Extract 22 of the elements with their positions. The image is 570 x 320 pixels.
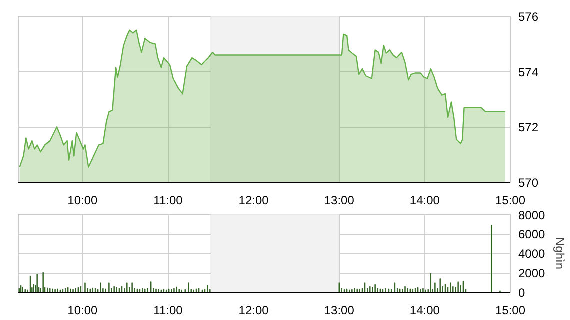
x-tick-label: 13:00 (324, 194, 355, 208)
x-tick-label: 14:00 (410, 304, 440, 318)
y-tick-label: 570 (518, 176, 539, 190)
x-tick-label: 15:00 (495, 194, 526, 208)
y-axis-title: Nghìn (553, 237, 568, 270)
y-tick-label: 0 (518, 286, 526, 300)
x-tick-label: 12:00 (238, 304, 270, 318)
x-tick-label: 10:00 (68, 194, 98, 208)
x-tick-label: 11:00 (154, 304, 184, 318)
x-tick-label: 14:00 (410, 194, 440, 208)
y-tick-label: 576 (518, 10, 539, 24)
y-tick-label: 4000 (518, 247, 546, 261)
y-tick-label: 6000 (518, 228, 546, 242)
y-tick-label: 2000 (518, 266, 546, 280)
x-tick-label: 13:00 (324, 304, 355, 318)
x-tick-label: 12:00 (238, 194, 270, 208)
x-tick-label: 10:00 (68, 304, 98, 318)
y-tick-label: 8000 (518, 208, 546, 222)
x-tick-label: 11:00 (154, 194, 184, 208)
x-tick-label: 15:00 (495, 304, 526, 318)
y-tick-label: 574 (518, 65, 539, 80)
y-tick-label: 572 (518, 120, 539, 135)
